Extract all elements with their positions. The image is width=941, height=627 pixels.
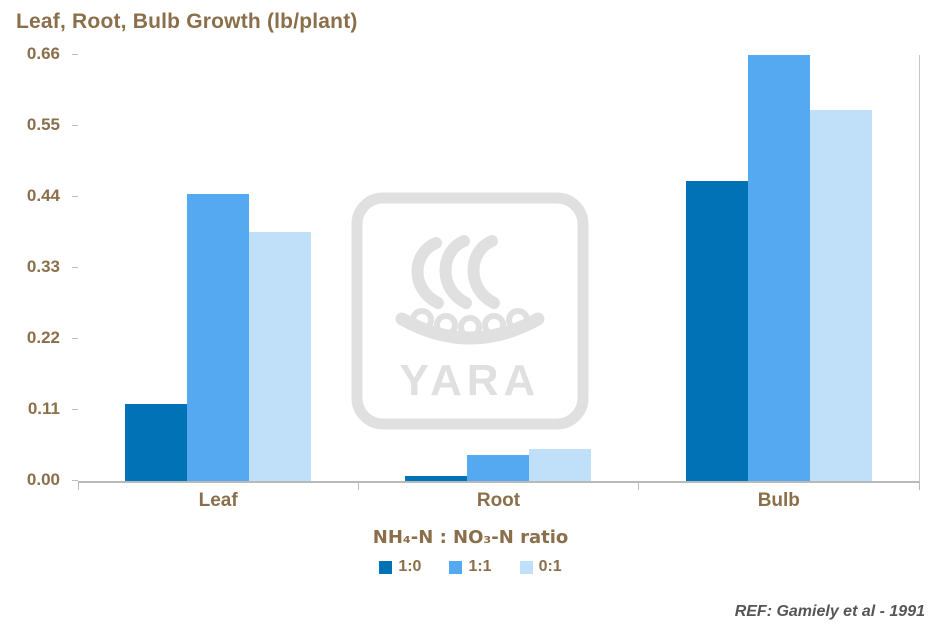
y-tick-mark [72, 267, 78, 268]
y-tick-mark [72, 338, 78, 339]
x-axis-title: NH₄-N : NO₃-N ratio [372, 527, 569, 548]
category-label-bulb: Bulb [757, 490, 800, 511]
y-tick-label: 0.66 [26, 44, 60, 63]
bar-1-1-leaf [187, 194, 250, 481]
y-tick-mark [72, 125, 78, 126]
legend-label: 1:0 [398, 558, 422, 575]
y-tick-label: 0.11 [27, 399, 60, 418]
bar-group-root [404, 449, 592, 481]
y-tick-mark [72, 480, 78, 481]
x-axis-labels: Leaf Root Bulb [78, 490, 919, 512]
bar-1-0-leaf [125, 404, 188, 481]
bar-1-0-bulb [685, 181, 748, 481]
y-tick-mark [72, 409, 78, 410]
legend-label: 0:1 [538, 558, 562, 575]
bar-group-bulb [685, 55, 873, 481]
legend-item-1-1: 1:1 [449, 558, 492, 576]
legend-label: 1:1 [468, 558, 492, 575]
y-tick-mark [72, 196, 78, 197]
legend: 1:0 1:1 0:1 [0, 558, 941, 576]
x-tick-mark [918, 483, 920, 490]
bar-0-1-root [529, 449, 592, 481]
chart-title: Leaf, Root, Bulb Growth (lb/plant) [16, 10, 358, 33]
legend-swatch-icon [379, 560, 393, 574]
bar-0-1-bulb [809, 110, 872, 481]
bar-1-1-root [467, 455, 530, 481]
y-tick-label: 0.00 [26, 470, 60, 489]
legend-swatch-icon [519, 560, 533, 574]
legend-item-0-1: 0:1 [519, 558, 562, 576]
y-tick-label: 0.55 [26, 115, 60, 134]
bar-1-0-root [405, 476, 468, 481]
y-tick-label: 0.44 [26, 186, 60, 205]
x-tick-mark [638, 483, 640, 490]
reference-note: REF: Gamiely et al - 1991 [734, 603, 925, 620]
legend-item-1-0: 1:0 [379, 558, 421, 576]
plot-area: YARA [72, 54, 920, 490]
legend-swatch-icon [449, 560, 463, 574]
bar-0-1-leaf [249, 232, 312, 481]
y-tick-mark [72, 54, 78, 55]
x-tick-mark [77, 483, 79, 490]
y-axis: 0.00 0.11 0.22 0.33 0.44 0.55 0.66 [0, 44, 70, 489]
category-label-leaf: Leaf [198, 490, 238, 511]
bar-1-1-bulb [747, 55, 810, 481]
x-tick-mark [357, 483, 359, 490]
bar-group-leaf [124, 194, 312, 481]
category-label-root: Root [476, 490, 521, 511]
bar-groups [78, 55, 919, 481]
y-tick-label: 0.22 [26, 328, 60, 347]
y-tick-label: 0.33 [26, 257, 60, 276]
